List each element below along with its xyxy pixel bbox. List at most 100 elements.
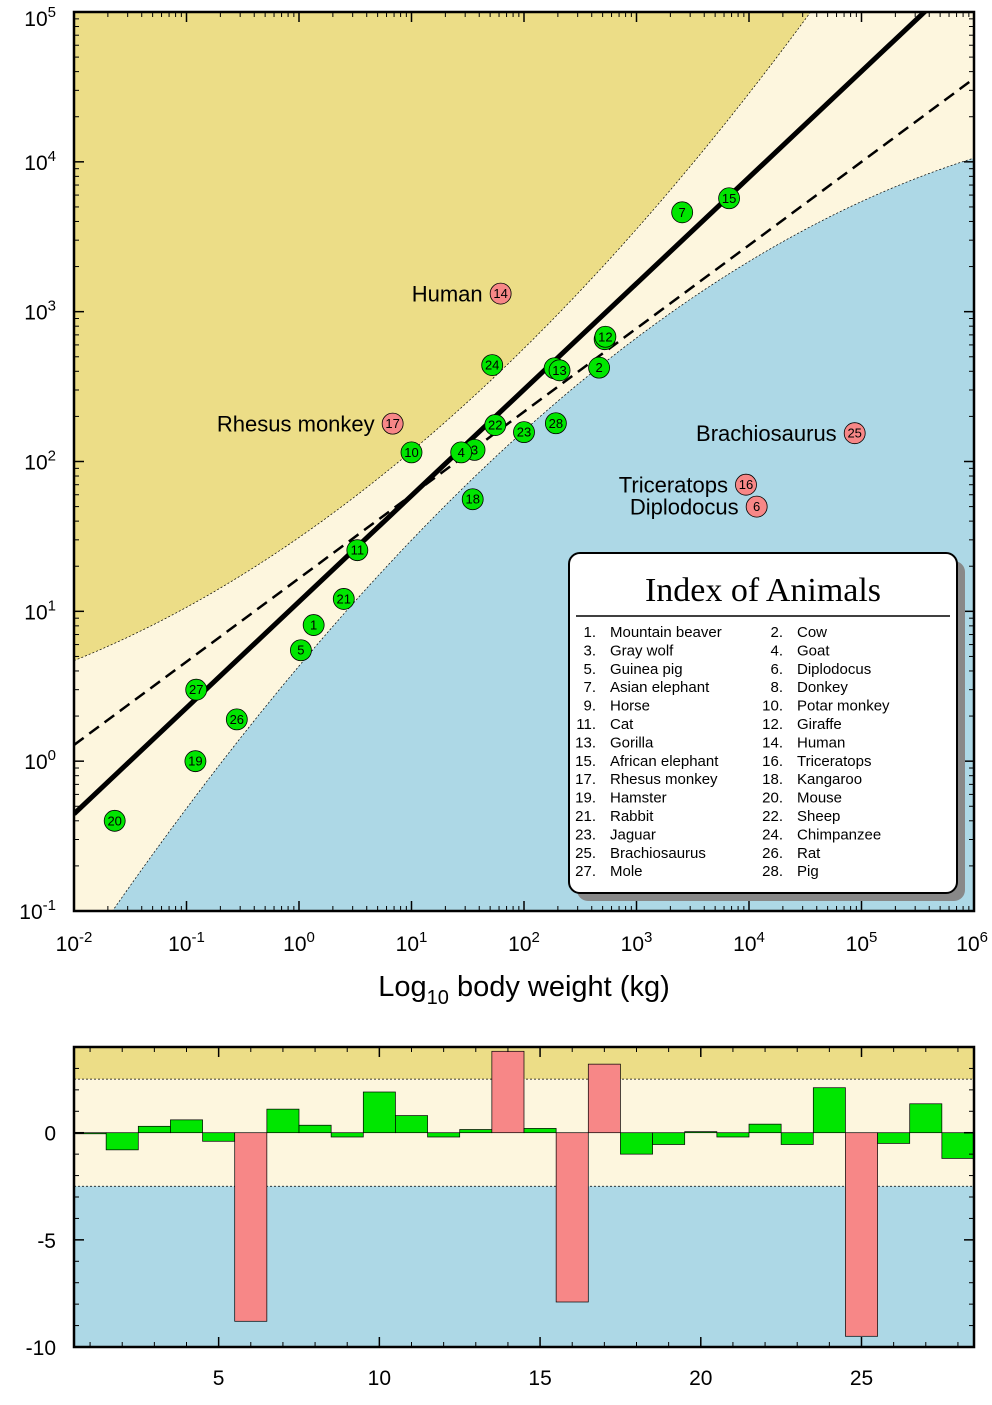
legend-item-name: Cow — [797, 624, 827, 641]
legend-item-name: Rabbit — [610, 808, 654, 825]
legend-item-number: 12. — [762, 716, 783, 733]
legend-item-number: 22. — [762, 808, 783, 825]
scatter-chart: 10-2 10-1 100 101 102 103 104 105 10610-11001011… — [19, 4, 988, 1009]
legend-item-name: Gray wolf — [610, 642, 674, 659]
legend-item-number: 3. — [583, 642, 596, 659]
legend-item-name: Triceratops — [797, 753, 871, 770]
data-point — [185, 678, 208, 701]
legend-item-name: Goat — [797, 642, 830, 659]
data-point — [843, 422, 866, 445]
data-point-label: 3 — [471, 442, 478, 457]
x-tick-label: 101 — [396, 929, 428, 956]
residual-bar — [941, 1132, 974, 1159]
data-point-label: 13 — [552, 363, 566, 378]
outlier-name-label: Brachiosaurus — [696, 421, 837, 446]
residual-bar-chart: 5 10 15 20 25 0 -5 -10 — [26, 1045, 976, 1390]
residual-bar — [748, 1123, 782, 1134]
data-point — [671, 201, 694, 224]
legend-item-name: Donkey — [797, 679, 848, 696]
legend-item-number: 17. — [575, 771, 596, 788]
x-tick-label: 15 — [528, 1367, 551, 1390]
data-point — [461, 488, 484, 511]
x-tick-label: 100 — [283, 929, 315, 956]
residual-bar — [684, 1131, 718, 1134]
residual-bar — [555, 1132, 589, 1303]
legend-item-number: 23. — [575, 826, 596, 843]
data-point — [225, 708, 248, 731]
legend-item-name: Rat — [797, 845, 821, 862]
residual-bar — [266, 1108, 300, 1134]
data-point-label: 21 — [337, 591, 351, 606]
legend-item-number: 5. — [583, 661, 596, 678]
residual-bar — [523, 1128, 557, 1134]
data-point — [588, 356, 610, 379]
data-point-label: 16 — [739, 477, 753, 492]
y-tick-label: 101 — [24, 597, 56, 624]
lower-region — [74, 1186, 974, 1347]
data-point — [381, 412, 404, 435]
data-point-label: 24 — [485, 358, 499, 373]
legend-item-number: 2. — [770, 624, 783, 641]
legend-item-name: Jaguar — [610, 826, 656, 843]
residual-bar — [395, 1115, 428, 1134]
legend-item-name: Asian elephant — [610, 679, 710, 696]
x-tick-label: 25 — [850, 1367, 873, 1390]
x-axis-title: Log10 body weight (kg) — [378, 971, 669, 1009]
residual-bar — [234, 1132, 268, 1322]
data-point-label: 26 — [230, 712, 244, 727]
outlier-name-label: Human — [412, 282, 483, 307]
legend-item-name: Cat — [610, 716, 634, 733]
legend-item-number: 16. — [762, 753, 783, 770]
data-point — [718, 187, 740, 210]
data-point — [400, 441, 423, 464]
legend-item-number: 14. — [762, 734, 783, 751]
data-point-label: 14 — [493, 286, 507, 301]
y-tick-label: 105 — [24, 4, 56, 31]
residual-bar — [491, 1050, 525, 1134]
residual-bar — [202, 1132, 236, 1142]
y-tick-label: -10 — [26, 1337, 56, 1360]
data-point — [544, 412, 567, 435]
data-point — [103, 809, 126, 832]
legend-item-number: 10. — [762, 698, 783, 715]
data-points: 1234567891011121314151617181920212223242… — [103, 187, 866, 832]
legend-item-number: 9. — [583, 698, 596, 715]
legend-item-number: 8. — [770, 679, 783, 696]
x-tick-label: 102 — [508, 929, 540, 956]
legend-item-name: Giraffe — [797, 716, 842, 733]
legend-item-name: African elephant — [610, 753, 719, 770]
legend-item-number: 19. — [575, 790, 596, 807]
x-tick-label: 103 — [621, 929, 653, 956]
residual-bar — [427, 1132, 461, 1138]
data-point-label: 28 — [549, 416, 563, 431]
data-point — [489, 282, 512, 305]
residual-bar — [716, 1132, 750, 1138]
data-point-label: 15 — [722, 191, 736, 206]
data-point-label: 12 — [598, 329, 612, 344]
legend-item-number: 24. — [762, 826, 783, 843]
residual-bar — [877, 1132, 911, 1144]
outlier-name-label: Triceratops — [619, 473, 728, 498]
legend-item-name: Kangaroo — [797, 771, 862, 788]
data-point-label: 19 — [188, 754, 202, 769]
residual-bar — [587, 1063, 621, 1134]
legend-item-number: 26. — [762, 845, 783, 862]
data-point-label: 27 — [189, 682, 203, 697]
data-point — [745, 495, 768, 518]
legend: Index of Animals 1. Mountain beaver 2. Cow 3.… — [568, 552, 965, 901]
residual-bar — [105, 1132, 139, 1151]
x-tick-label: 10-2 — [56, 929, 93, 956]
x-tick-label: 5 — [213, 1367, 225, 1390]
legend-item-name: Human — [797, 734, 845, 751]
data-point-label: 22 — [488, 418, 502, 433]
residual-bar — [780, 1132, 814, 1145]
legend-title: Index of Animals — [645, 572, 881, 609]
legend-item-number: 21. — [575, 808, 596, 825]
legend-item-number: 7. — [583, 679, 596, 696]
bar-regions — [74, 1047, 974, 1347]
y-tick-label: 104 — [24, 148, 56, 175]
data-point-label: 23 — [517, 425, 531, 440]
data-point — [484, 414, 507, 436]
legend-box — [568, 552, 958, 894]
residual-bar — [459, 1129, 493, 1134]
